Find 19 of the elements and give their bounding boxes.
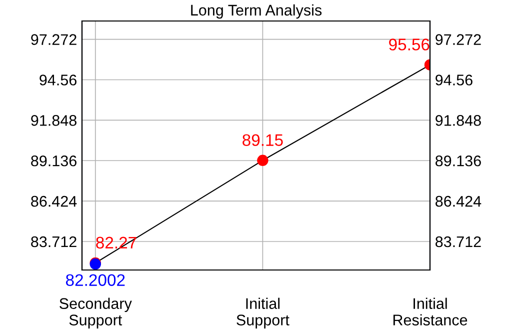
x-tick-label: Secondary Support — [60, 298, 132, 328]
y2-tick-label: 86.424 — [436, 196, 482, 207]
x-tick-label: Initial Resistance — [393, 298, 468, 326]
y2-tick-label: 91.848 — [436, 115, 481, 126]
y-tick-label: 83.712 — [31, 236, 76, 248]
chart-title: Long Term Analysis — [191, 4, 322, 19]
y2-tick-label: 97.272 — [436, 34, 481, 45]
y2-tick-label: 94.56 — [436, 74, 472, 86]
y-tick-label: 89.136 — [31, 155, 76, 166]
y2-tick-label: 89.136 — [436, 155, 481, 166]
x-tick-label: Initial Support — [236, 298, 290, 328]
data-label: 89.15 — [242, 134, 283, 146]
y2-tick-label: 83.712 — [436, 236, 481, 248]
data-label: 82.2002 — [66, 274, 125, 286]
y-tick-label: 94.56 — [40, 74, 76, 86]
y-tick-label: 97.272 — [31, 34, 76, 45]
y-tick-label: 86.424 — [31, 196, 77, 207]
data-label: 95.56 — [389, 38, 430, 50]
y-tick-label: 91.848 — [31, 115, 76, 126]
